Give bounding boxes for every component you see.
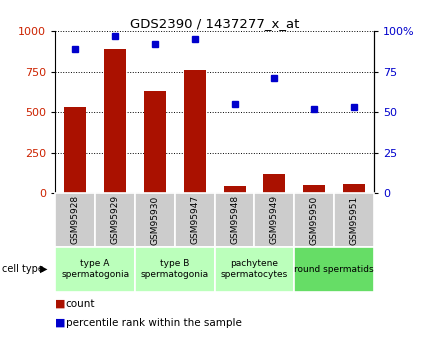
Bar [303,185,325,193]
Title: GDS2390 / 1437277_x_at: GDS2390 / 1437277_x_at [130,17,299,30]
Bar [264,174,285,193]
Text: GSM95950: GSM95950 [310,195,319,245]
Text: type B
spermatogonia: type B spermatogonia [141,259,209,279]
Bar [224,186,246,193]
Text: GSM95930: GSM95930 [150,195,159,245]
Bar [255,193,294,247]
Text: ■: ■ [55,299,66,308]
Bar [343,184,365,193]
Text: GSM95951: GSM95951 [350,195,359,245]
Text: GSM95928: GSM95928 [71,195,79,245]
Bar [215,247,294,292]
Bar [215,193,255,247]
Bar [95,193,135,247]
Text: percentile rank within the sample: percentile rank within the sample [66,318,242,327]
Text: GSM95929: GSM95929 [110,195,119,245]
Text: count: count [66,299,95,308]
Bar [55,193,95,247]
Text: round spermatids: round spermatids [295,265,374,274]
Bar [175,193,215,247]
Bar [135,193,175,247]
Text: GSM95947: GSM95947 [190,195,199,245]
Bar [294,193,334,247]
Bar [144,91,166,193]
Text: ■: ■ [55,318,66,327]
Text: pachytene
spermatocytes: pachytene spermatocytes [221,259,288,279]
Text: ▶: ▶ [40,264,47,274]
Text: GSM95948: GSM95948 [230,195,239,245]
Text: GSM95949: GSM95949 [270,195,279,245]
Text: type A
spermatogonia: type A spermatogonia [61,259,129,279]
Bar [55,247,135,292]
Text: cell type: cell type [2,264,44,274]
Bar [334,193,374,247]
Bar [135,247,215,292]
Bar [104,49,126,193]
Bar [294,247,374,292]
Bar [64,107,86,193]
Bar [184,70,206,193]
